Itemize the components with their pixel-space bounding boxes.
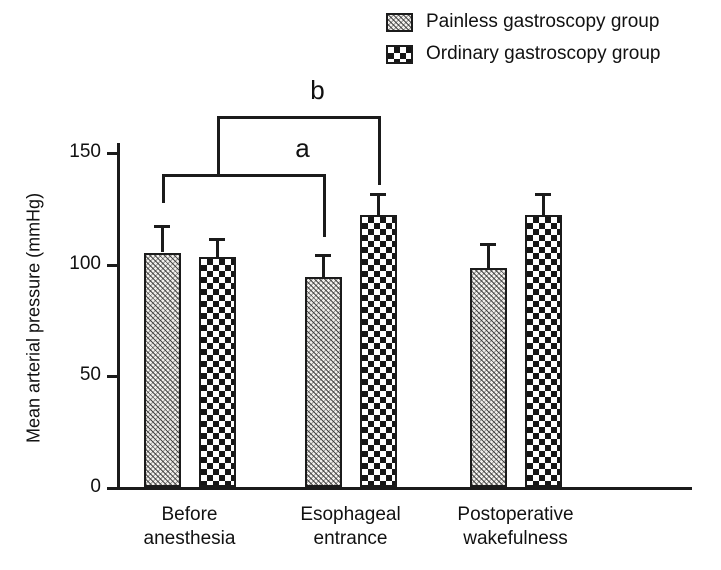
legend: Painless gastroscopy group Ordinary gast… [386, 12, 660, 64]
error-bar-line [215, 239, 219, 257]
error-bar-cap [480, 242, 496, 246]
significance-label-b: b [310, 75, 325, 106]
legend-item-ordinary: Ordinary gastroscopy group [386, 44, 660, 64]
error-bar-cap [315, 253, 331, 257]
bar-painless-g0 [143, 252, 181, 487]
error-bar-cap [154, 224, 170, 228]
y-tick-label: 50 [79, 364, 101, 386]
y-axis-line [117, 143, 120, 490]
error-bar-cap [535, 193, 551, 197]
y-axis-title: Mean arterial pressure (mmHg) [23, 192, 44, 444]
bar-painless-g2 [469, 268, 507, 487]
x-category-label: Before anesthesia [143, 504, 236, 549]
error-bar-line [486, 243, 490, 269]
y-tick [107, 487, 117, 490]
error-bar-line [376, 194, 380, 215]
error-bar-cap [370, 193, 386, 197]
significance-bracket-a-drop-left [162, 174, 165, 204]
error-bar-line [541, 194, 545, 215]
legend-swatch-painless-pattern [386, 12, 413, 32]
significance-label-a: a [295, 133, 310, 164]
significance-bracket-b-line [217, 116, 381, 120]
legend-label-ordinary: Ordinary gastroscopy group [426, 43, 661, 64]
bar-ordinary-g1 [359, 214, 397, 487]
significance-bracket-a-line [162, 174, 326, 178]
y-tick [107, 375, 117, 379]
x-axis-line [117, 487, 692, 490]
y-tick-label: 100 [69, 252, 101, 274]
error-bar-cap [209, 238, 225, 242]
bar-ordinary-g2 [524, 214, 562, 487]
error-bar-line [160, 225, 164, 253]
x-category-label: Postoperative wakefulness [457, 504, 574, 549]
x-category-label: Esophageal entrance [300, 504, 401, 549]
y-tick-label: 0 [90, 476, 101, 497]
y-tick [107, 152, 117, 155]
legend-label-painless: Painless gastroscopy group [426, 11, 660, 32]
y-tick [107, 263, 117, 267]
legend-swatch-ordinary-pattern [386, 44, 413, 64]
significance-bracket-a-drop-right [323, 174, 326, 237]
bar-ordinary-g0 [198, 256, 236, 487]
significance-bracket-b-drop-left [217, 116, 220, 175]
legend-item-painless: Painless gastroscopy group [386, 12, 660, 32]
error-bar-line [321, 254, 325, 278]
significance-bracket-b-drop-right [378, 116, 381, 186]
bar-painless-g1 [304, 277, 342, 487]
y-tick-label: 150 [69, 141, 101, 162]
